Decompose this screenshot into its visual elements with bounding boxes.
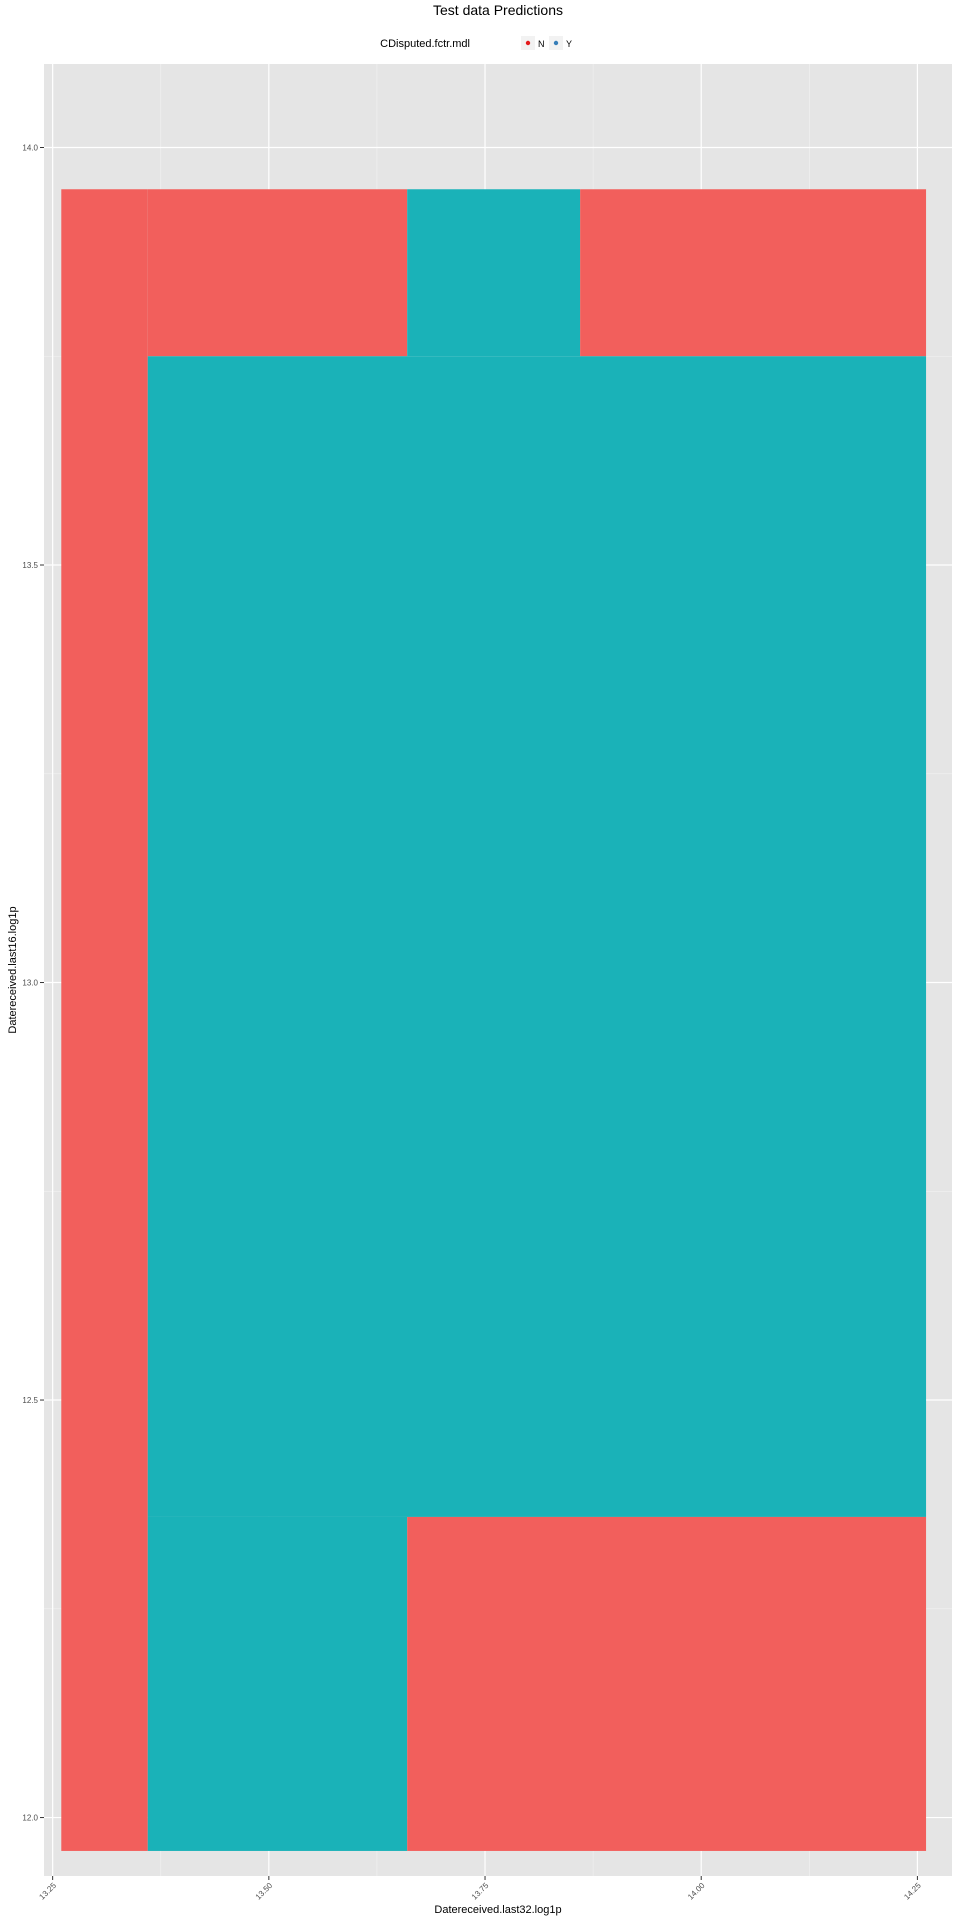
y-axis-label: Datereceived.last16.log1p bbox=[7, 906, 19, 1033]
legend-label-y: Y bbox=[566, 39, 572, 49]
prediction-tiles bbox=[61, 189, 927, 1851]
tile-y bbox=[407, 189, 581, 357]
y-axis: 12.0 12.5 13.0 13.5 14.0 bbox=[22, 144, 44, 1823]
x-tick-label: 13.25 bbox=[37, 1881, 58, 1902]
x-tick-label: 14.25 bbox=[902, 1881, 923, 1902]
chart-title: Test data Predictions bbox=[433, 2, 563, 18]
x-axis-label: Datereceived.last32.log1p bbox=[434, 1904, 561, 1916]
y-tick-label: 14.0 bbox=[22, 144, 38, 153]
legend: CDisputed.fctr.mdl N Y bbox=[380, 36, 572, 50]
x-tick-label: 14.00 bbox=[686, 1881, 707, 1902]
tile-y bbox=[147, 1516, 408, 1851]
y-tick-label: 12.5 bbox=[22, 1396, 38, 1405]
tile-n bbox=[61, 189, 148, 1851]
x-tick-label: 13.75 bbox=[470, 1881, 491, 1902]
legend-label-n: N bbox=[538, 39, 545, 49]
tile-y bbox=[147, 356, 927, 1517]
tile-n bbox=[580, 189, 927, 357]
legend-dot-n bbox=[525, 40, 531, 46]
y-tick-label: 13.0 bbox=[22, 979, 38, 988]
x-tick-label: 13.50 bbox=[254, 1881, 275, 1902]
tile-n bbox=[147, 189, 408, 357]
legend-dot-y bbox=[553, 40, 559, 46]
x-axis: 13.25 13.50 13.75 14.00 14.25 bbox=[37, 1876, 923, 1902]
y-tick-label: 12.0 bbox=[22, 1814, 38, 1823]
legend-title: CDisputed.fctr.mdl bbox=[380, 38, 470, 50]
y-tick-label: 13.5 bbox=[22, 561, 38, 570]
tile-n bbox=[407, 1516, 927, 1851]
